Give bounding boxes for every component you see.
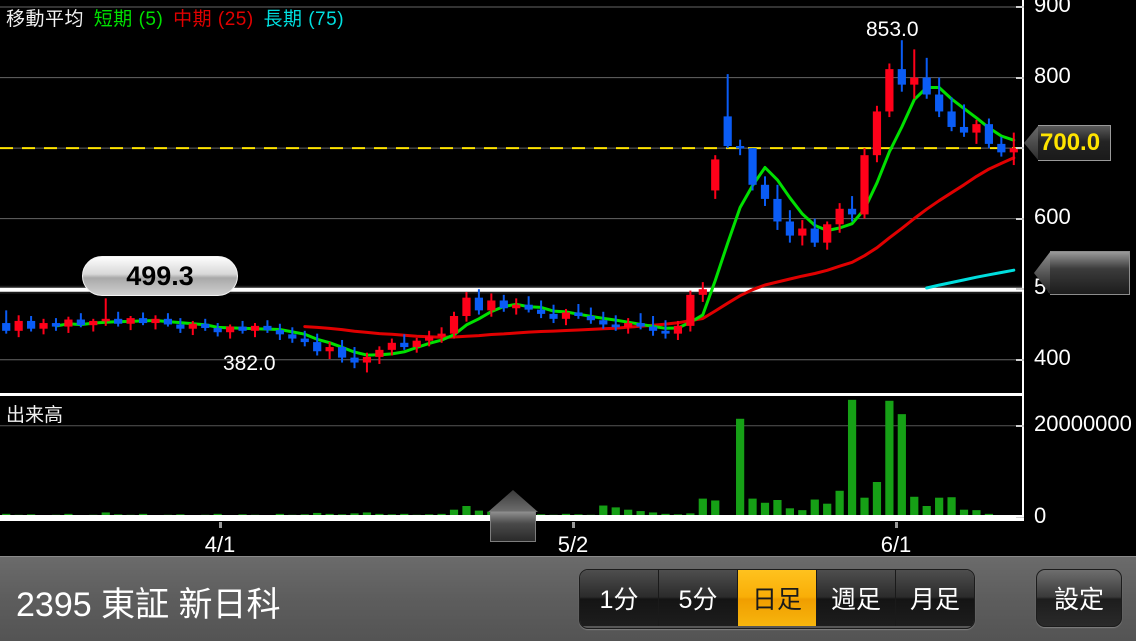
date-axis-tick xyxy=(572,522,575,528)
price-axis-rail xyxy=(1022,0,1024,518)
period-low-label: 382.0 xyxy=(223,352,276,375)
interval-button-3[interactable]: 週足 xyxy=(817,570,896,626)
price-axis-tick-label: 600 xyxy=(1034,203,1071,229)
chart-scrub-handle[interactable] xyxy=(488,490,538,542)
ma-legend-long: 長期 (75) xyxy=(263,9,345,30)
panel-separator-top xyxy=(0,393,1024,396)
chart-stage[interactable]: 移動平均 短期 (5) 中期 (25) 長期 (75) 出来高 900 800 60… xyxy=(0,0,1136,556)
date-axis-tick xyxy=(219,522,222,528)
callout-tip-icon xyxy=(1034,252,1050,294)
moving-average-legend: 移動平均 短期 (5) 中期 (25) 長期 (75) xyxy=(6,4,348,31)
price-axis-tick-label: 800 xyxy=(1034,62,1071,88)
ma-legend-title: 移動平均 xyxy=(6,9,85,30)
date-axis-tick-label: 5/2 xyxy=(557,532,589,556)
price-axis-tick-label: 400 xyxy=(1034,344,1071,370)
secondary-callout-label xyxy=(1050,251,1130,295)
interval-segmented-control[interactable]: 1分 5分 日足 週足 月足 xyxy=(579,569,975,629)
callout-tip-icon xyxy=(1024,126,1038,160)
period-high-label: 853.0 xyxy=(866,18,919,41)
scrub-handle-body xyxy=(490,511,536,542)
volume-axis-tick-label: 0 xyxy=(1034,503,1047,528)
date-axis-tick-label: 6/1 xyxy=(880,532,912,556)
interval-button-0[interactable]: 1分 xyxy=(580,570,659,626)
price-axis-tick xyxy=(1016,147,1024,150)
ma-legend-mid: 中期 (25) xyxy=(173,9,254,30)
reference-price-pill[interactable]: 499.3 xyxy=(82,256,238,296)
volume-bar-plot xyxy=(0,399,1022,518)
price-axis-tick xyxy=(1016,6,1024,9)
current-price-label: 700.0 xyxy=(1038,125,1112,161)
price-candlestick-plot xyxy=(0,6,1022,373)
secondary-price-callout[interactable] xyxy=(1034,251,1130,295)
bottom-toolbar: 2395 東証 新日科 1分 5分 日足 週足 月足 設定 xyxy=(0,556,1136,641)
settings-button[interactable]: 設定 xyxy=(1036,569,1122,627)
volume-axis-tick-label: 20000000 xyxy=(1034,410,1132,436)
price-axis-tick-label: 900 xyxy=(1034,0,1071,18)
price-axis-tick xyxy=(1016,217,1024,220)
current-price-callout[interactable]: 700.0 xyxy=(1024,125,1112,161)
scrub-handle-roof-icon xyxy=(488,490,538,512)
price-axis-tick xyxy=(1016,76,1024,79)
interval-button-4[interactable]: 月足 xyxy=(896,570,974,626)
interval-button-1[interactable]: 5分 xyxy=(659,570,738,626)
volume-axis-tick xyxy=(1016,424,1024,427)
price-axis-tick xyxy=(1016,358,1024,361)
interval-button-2[interactable]: 日足 xyxy=(738,570,817,626)
date-axis-tick xyxy=(895,522,898,528)
price-axis-tick xyxy=(1016,288,1024,291)
date-axis-tick-label: 4/1 xyxy=(204,532,236,556)
volume-panel-title: 出来高 xyxy=(6,405,64,426)
symbol-title: 2395 東証 新日科 xyxy=(16,586,281,624)
ma-legend-short: 短期 (5) xyxy=(93,9,164,30)
